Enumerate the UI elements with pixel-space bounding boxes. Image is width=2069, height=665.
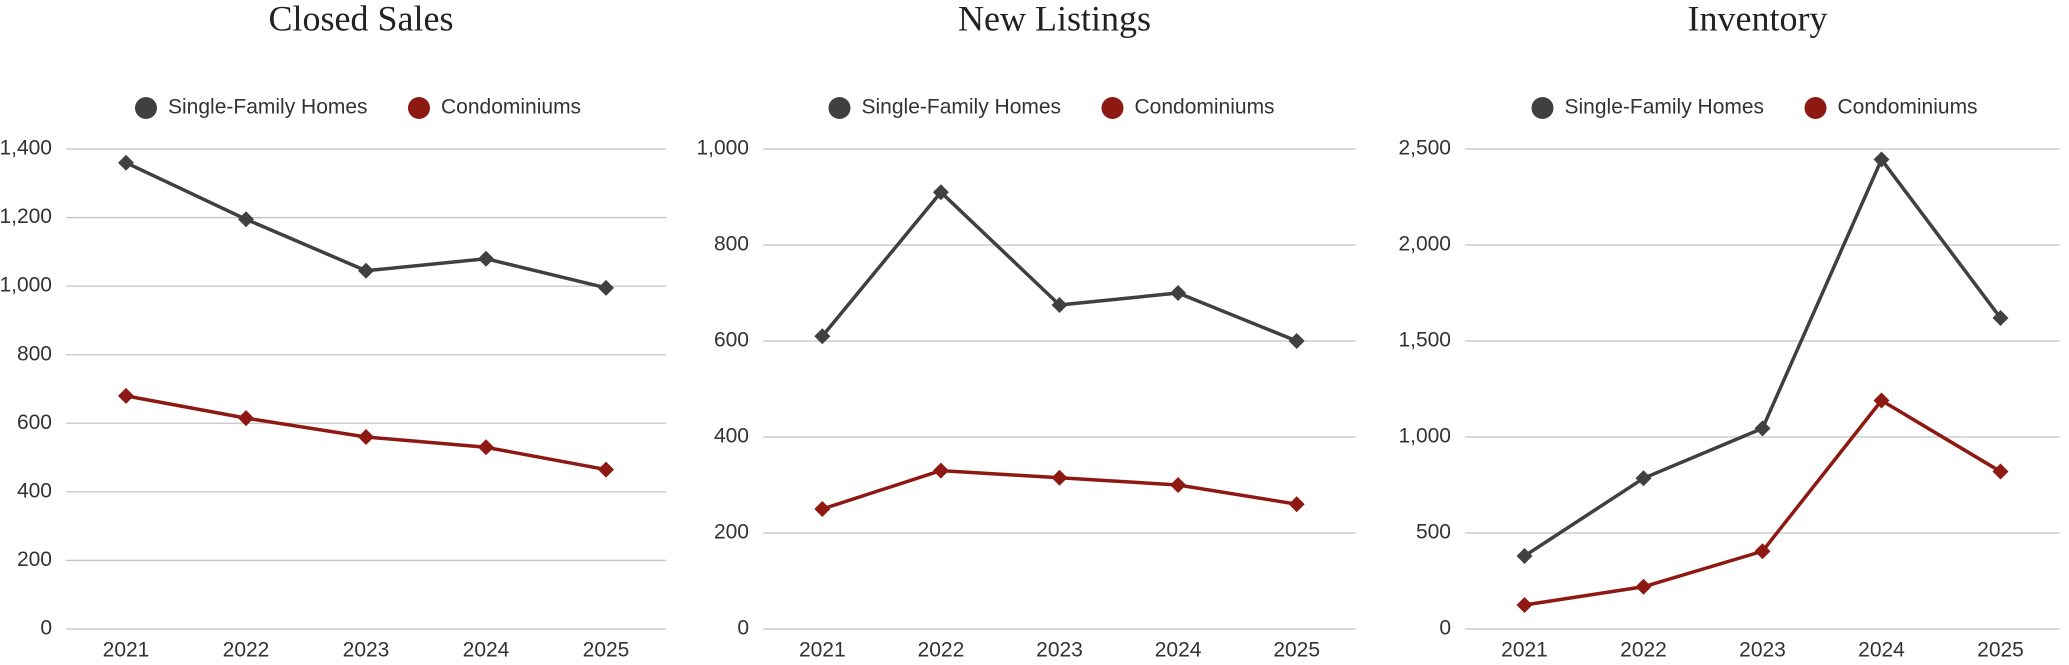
point-marker (118, 387, 134, 404)
y-tick-label: 1,000 (1398, 425, 1451, 448)
point-marker (932, 184, 949, 201)
x-tick-label: 2022 (1620, 639, 1667, 662)
legend-label: Single-Family Homes (168, 96, 368, 119)
x-tick-label: 2024 (463, 639, 510, 662)
point-marker (1754, 543, 1771, 560)
point-marker (1051, 469, 1068, 486)
point-marker (814, 328, 831, 345)
point-marker (478, 439, 494, 456)
chart-title: Closed Sales (269, 0, 454, 38)
point-marker (814, 501, 831, 517)
series-line (1523, 157, 2002, 558)
y-tick-label: 1,000 (0, 274, 52, 297)
point-marker (1516, 597, 1533, 613)
x-tick-label: 2023 (1739, 639, 1786, 662)
point-marker (1873, 151, 1890, 168)
x-tick-label: 2022 (223, 639, 270, 662)
y-tick-label: 400 (714, 425, 749, 448)
point-marker (1516, 548, 1533, 565)
legend-marker (828, 97, 851, 119)
legend-marker (1531, 97, 1554, 119)
y-tick-label: 400 (17, 479, 52, 502)
y-tick-label: 0 (737, 617, 749, 640)
point-marker (1635, 470, 1652, 487)
point-marker (1754, 420, 1771, 437)
point-marker (358, 429, 374, 445)
point-marker (932, 462, 949, 479)
legend-label: Single-Family Homes (1565, 96, 1765, 119)
point-marker (1288, 333, 1305, 349)
point-marker (1992, 463, 2009, 480)
x-tick-label: 2023 (1036, 639, 1083, 662)
y-tick-label: 2,000 (1398, 233, 1451, 256)
point-marker (598, 279, 614, 296)
y-tick-label: 800 (17, 342, 52, 365)
point-marker (1170, 477, 1187, 493)
point-marker (358, 262, 374, 279)
legend-label: Condominiums (441, 96, 581, 119)
chart-title: Inventory (1688, 0, 1828, 38)
y-tick-label: 0 (40, 617, 52, 640)
x-tick-label: 2024 (1155, 639, 1202, 662)
y-tick-label: 200 (17, 548, 52, 571)
series-line (820, 190, 1298, 343)
point-marker (1170, 285, 1187, 301)
point-marker (1635, 578, 1652, 595)
chart-title: New Listings (958, 0, 1151, 38)
y-tick-label: 1,500 (1398, 329, 1451, 352)
point-marker (1873, 392, 1890, 409)
y-tick-label: 1,000 (696, 137, 749, 160)
legend-marker (1804, 97, 1827, 119)
y-tick-label: 1,400 (0, 137, 52, 160)
y-tick-label: 200 (714, 521, 749, 544)
point-marker (598, 461, 614, 478)
legend-label: Condominiums (1838, 96, 1978, 119)
x-tick-label: 2025 (583, 639, 630, 662)
x-tick-label: 2024 (1858, 639, 1905, 662)
y-tick-label: 500 (1416, 521, 1451, 544)
y-tick-label: 600 (17, 411, 52, 434)
x-tick-label: 2021 (103, 639, 150, 662)
y-tick-label: 0 (1439, 617, 1451, 640)
legend-label: Single-Family Homes (862, 96, 1062, 119)
point-marker (118, 154, 134, 171)
point-marker (238, 211, 254, 228)
point-marker (1992, 309, 2009, 326)
x-tick-label: 2023 (343, 639, 390, 662)
legend-marker (408, 97, 430, 119)
y-tick-label: 800 (714, 233, 749, 256)
y-tick-label: 2,500 (1398, 137, 1451, 160)
x-tick-label: 2022 (918, 639, 965, 662)
x-tick-label: 2025 (1273, 639, 1320, 662)
x-tick-label: 2025 (1977, 639, 2024, 662)
legend-marker (135, 97, 157, 119)
x-tick-label: 2021 (799, 639, 846, 662)
legend-marker (1101, 97, 1124, 119)
legend-label: Condominiums (1135, 96, 1275, 119)
y-tick-label: 1,200 (0, 205, 52, 228)
x-tick-label: 2021 (1501, 639, 1548, 662)
point-marker (478, 250, 494, 267)
point-marker (1051, 297, 1068, 313)
point-marker (238, 410, 254, 427)
y-tick-label: 600 (714, 329, 749, 352)
point-marker (1288, 496, 1305, 513)
